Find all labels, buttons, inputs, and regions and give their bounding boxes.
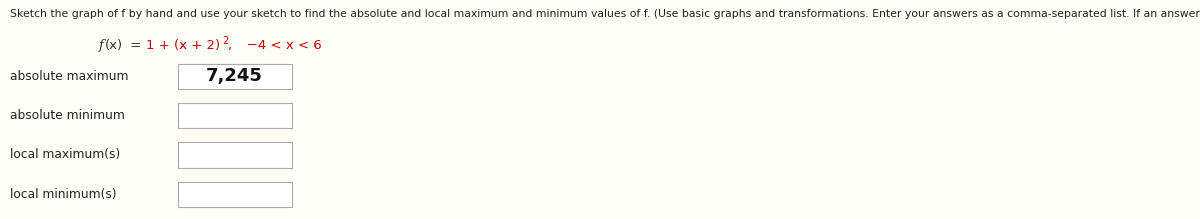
- Text: absolute minimum: absolute minimum: [10, 109, 125, 122]
- Text: (x): (x): [106, 39, 124, 52]
- Text: =: =: [126, 39, 145, 52]
- Text: absolute maximum: absolute maximum: [10, 70, 128, 83]
- Text: local maximum(s): local maximum(s): [10, 148, 120, 161]
- Text: 2: 2: [222, 36, 228, 46]
- Text: f: f: [98, 39, 103, 52]
- Text: ,: ,: [227, 39, 232, 52]
- Text: 1 + (x + 2): 1 + (x + 2): [146, 39, 221, 52]
- Text: 7,245: 7,245: [206, 67, 263, 85]
- Text: −4 < x < 6: −4 < x < 6: [234, 39, 322, 52]
- Text: Sketch the graph of f by hand and use your sketch to find the absolute and local: Sketch the graph of f by hand and use yo…: [10, 9, 1200, 19]
- Text: local minimum(s): local minimum(s): [10, 188, 116, 201]
